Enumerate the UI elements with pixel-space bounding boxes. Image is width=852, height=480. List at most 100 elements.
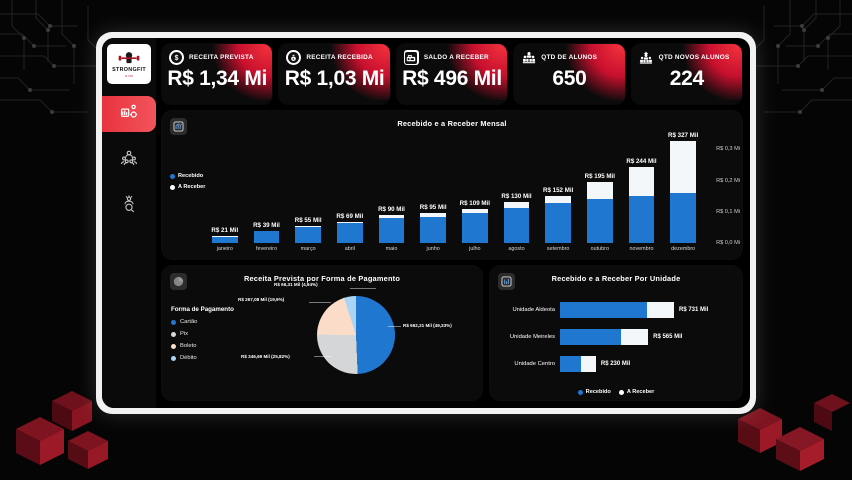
brand-name: STRONGFIT [112,67,146,73]
legend-item-recebido[interactable]: Recebido [170,173,205,179]
kpi-card-qtd-de-alunos[interactable]: QTD DE ALUNOS 650 [514,44,625,104]
legend-label: Débito [180,355,197,361]
bar-column[interactable]: R$ 69 Mil abril [336,213,363,253]
panel-title: Recebido e a Receber Por Unidade [551,274,681,283]
svg-text:$: $ [175,55,179,62]
legend-item-recebido[interactable]: Recebido [577,389,611,395]
bar-value-label: R$ 90 Mil [378,205,405,213]
dashboard-frame: STRONGFIT GYM [96,32,756,414]
bar-value-label: R$ 55 Mil [294,216,322,224]
kpi-value: R$ 1,03 Mi [284,67,385,90]
pie-chart[interactable] [317,296,395,374]
y-axis-tick: R$ 0,3 Mi [716,146,740,153]
money-bag-icon: $ [286,50,302,65]
bar-category-label: junho [426,246,440,252]
sidebar-item-analise[interactable] [102,188,156,224]
unit-bar-row[interactable]: Unidade Aldeota R$ 731 Mil [498,301,736,318]
bar-column[interactable]: R$ 39 Mil fevereiro [253,222,280,252]
bar-segment-recebido [545,203,572,243]
bar-value-label: R$ 21 Mil [211,227,239,235]
bar-chart-icon [498,273,515,290]
barbell-logo-icon [118,52,140,64]
bar-column[interactable]: R$ 130 Mil agosto [501,193,531,252]
sidebar: STRONGFIT GYM [102,38,156,408]
legend-item-a-receber[interactable]: A Receber [170,184,205,190]
bar-category-label: março [300,246,316,252]
legend-swatch [171,343,176,349]
unit-bars: Unidade Aldeota R$ 731 Mil Unidade Meirele… [498,296,736,378]
payment-method-panel: Receita Prevista por Forma de Pagamento … [162,266,482,400]
dashboard-chart-icon [120,102,139,126]
kpi-label: QTD NOVOS ALUNOS [658,54,730,61]
brand-tagline: GYM [124,74,134,78]
bar-segment-recebido [336,222,363,243]
bar-segment-recebido [628,196,655,243]
legend-item-cartao[interactable]: Cartão [171,319,234,325]
kpi-value: R$ 1,34 Mi [167,67,268,90]
bar-column[interactable]: R$ 90 Mil maio [378,206,405,252]
bar-column[interactable]: R$ 109 Mil julho [460,200,490,252]
bar-segment-recebido [461,213,488,243]
bar-column[interactable]: R$ 152 Mil setembro [543,187,573,252]
kpi-card-receita-recebida[interactable]: $ RECEITA RECEBIDA R$ 1,03 Mi [279,44,390,104]
bar-value-label: R$ 69 Mil [336,212,364,220]
unit-segment-a-receber [647,301,674,318]
pie-leader-line [309,302,331,303]
unit-bar-row[interactable]: Unidade Centro R$ 230 Mil [498,356,736,373]
cube-decoration-left [6,385,116,476]
bar-chart-icon [170,118,187,135]
sidebar-item-alunos[interactable] [102,142,156,178]
kpi-card-saldo-a-receber[interactable]: SALDO A RECEBER R$ 496 Mil [396,44,508,104]
kpi-value: 224 [669,67,704,90]
bar-column[interactable]: R$ 244 Mil novembro [626,158,656,252]
unit-segment-a-receber [620,329,649,345]
kpi-card-qtd-novos-alunos[interactable]: QTD NOVOS ALUNOS 224 [631,44,743,104]
legend-item-pix[interactable]: Pix [171,331,234,337]
bar-category-label: abril [344,246,355,252]
bar-segment-a-receber [461,209,488,214]
sidebar-item-dashboard[interactable] [102,96,156,132]
kpi-card-receita-prevista[interactable]: $ RECEITA PREVISTA R$ 1,34 Mi [162,44,273,104]
bar-column[interactable]: R$ 55 Mil março [295,217,322,252]
bar-category-label: novembro [629,246,654,252]
unit-bar-track [560,329,649,345]
cash-register-icon [403,50,419,65]
pie-leader-line [350,288,376,289]
bar-column[interactable]: R$ 327 Mil dezembro [668,132,698,252]
legend-item-debito[interactable]: Débito [171,355,234,361]
legend-item-a-receber[interactable]: A Receber [618,389,654,395]
bar-column[interactable]: R$ 21 Mil janeiro [211,227,238,252]
bar-column[interactable]: R$ 195 Mil outubro [585,173,615,252]
bar-category-label: setembro [546,246,570,252]
kpi-label: RECEITA PREVISTA [189,54,254,61]
bar-value-label: R$ 95 Mil [419,204,447,212]
new-people-icon [639,50,654,65]
kpi-label: SALDO A RECEBER [423,54,489,61]
bar-segment-recebido [420,216,447,243]
legend-swatch [618,389,624,395]
unit-bar-row[interactable]: Unidade Meireles R$ 565 Mil [498,329,736,345]
bar-segment-recebido [586,199,613,243]
brand-logo[interactable]: STRONGFIT GYM [107,44,151,84]
dollar-circle-icon: $ [169,50,184,65]
unit-segment-recebido [560,329,621,345]
panel-title: Recebido e a Receber Mensal [397,119,507,128]
bar-column[interactable]: R$ 95 Mil junho [420,204,447,252]
unit-bar-track [560,356,596,373]
bar-segment-recebido [211,236,238,243]
unit-value-label: R$ 731 Mil [679,306,709,313]
chart-legend: Recebido A Receber [170,173,205,195]
bar-value-label: R$ 109 Mil [459,200,490,208]
bar-segment-a-receber [253,230,280,232]
bar-segment-a-receber [545,195,572,204]
kpi-label: QTD DE ALUNOS [541,54,598,61]
legend-swatch [577,389,583,395]
legend-title: Forma de Pagamento [171,306,234,313]
bar-category-label: outubro [590,246,609,252]
legend-swatch [170,173,175,179]
legend-label: A Receber [178,184,206,190]
legend-swatch [170,184,175,190]
legend-label: Recebido [585,389,611,395]
bar-segment-a-receber [503,202,530,209]
legend-item-boleto[interactable]: Boleto [171,343,234,349]
